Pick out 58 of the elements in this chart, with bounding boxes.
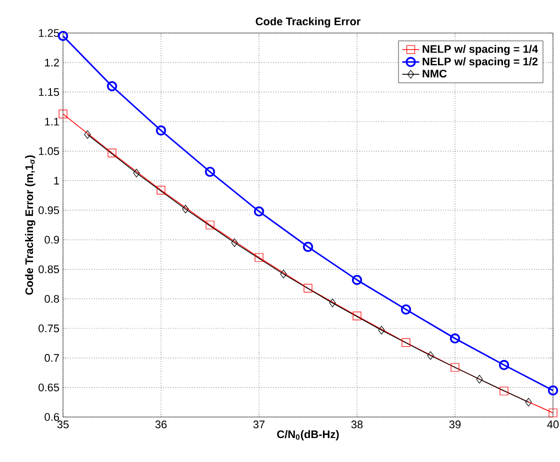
point: [302, 242, 314, 252]
point: [500, 386, 508, 396]
x-tick-label: 36: [155, 420, 167, 428]
point: [106, 81, 118, 92]
x-tick-label: 38: [351, 420, 363, 428]
point: [204, 166, 216, 177]
point: [182, 204, 189, 214]
point: [133, 168, 140, 178]
x-axis-title: C/N$_{0}$(dB-Hz): [277, 430, 339, 440]
point: [525, 398, 532, 407]
legend-label: NELP w/ spacing = 1/4: [422, 44, 538, 56]
y-tick-label: 1: [54, 176, 59, 184]
y-tick-label: 0.8: [44, 294, 59, 303]
point: [254, 253, 264, 262]
y-tick-label: 0.7: [44, 354, 59, 362]
point: [548, 408, 558, 418]
point: [156, 186, 166, 194]
point: [402, 338, 410, 347]
point: [352, 274, 362, 286]
point: [58, 110, 68, 118]
y-tick-label: 0.6: [44, 413, 59, 421]
chart-title: Code Tracking Error: [256, 17, 360, 28]
point: [108, 148, 116, 158]
point: [206, 220, 214, 230]
point: [254, 206, 264, 217]
point: [476, 374, 483, 384]
point: [400, 304, 412, 315]
point: [450, 333, 460, 344]
point: [427, 351, 434, 360]
y-tick-label: 1.25: [38, 29, 60, 37]
point: [280, 270, 287, 278]
x-tick-label: 37: [253, 420, 265, 428]
point: [58, 30, 68, 42]
point: [231, 238, 238, 248]
y-axis-title: Code Tracking Error (m,1$_{σ}$): [25, 155, 36, 295]
x-tick-label: 35: [57, 420, 69, 428]
point: [548, 385, 558, 396]
y-tick-label: 0.95: [38, 206, 60, 214]
point: [84, 130, 91, 139]
point: [304, 284, 312, 293]
y-tick-label: 1.1: [45, 118, 59, 126]
point: [329, 298, 336, 308]
point: [450, 363, 460, 372]
x-tick-label: 39: [449, 420, 461, 428]
y-tick-label: 0.9: [44, 236, 59, 244]
point: [352, 312, 362, 320]
y-tick-label: 0.75: [38, 324, 60, 332]
point: [378, 326, 385, 334]
x-tick-label: 40: [547, 420, 559, 428]
legend-label: NELP w/ spacing = 1/2: [422, 57, 538, 68]
y-tick-label: 1.2: [45, 58, 59, 66]
y-tick-label: 1.15: [38, 88, 60, 96]
point: [498, 360, 510, 370]
y-tick-label: 0.85: [38, 265, 60, 274]
y-tick-label: 0.65: [38, 384, 60, 392]
legend-label: NMC: [422, 70, 447, 78]
y-tick-label: 1.05: [38, 147, 60, 156]
point: [156, 125, 166, 136]
